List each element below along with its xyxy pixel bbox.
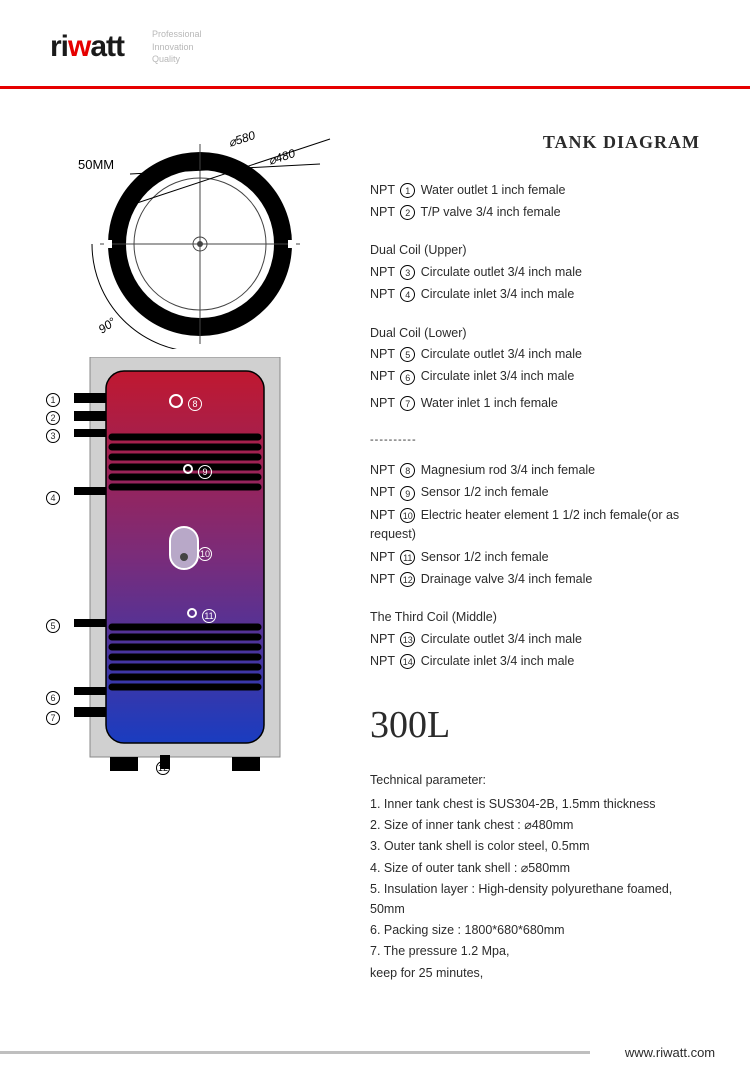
interior-label: 11 <box>202 609 216 623</box>
interior-label: 12 <box>156 761 170 775</box>
interior-label: 9 <box>198 465 212 479</box>
npt-line: NPT 9 Sensor 1/2 inch female <box>370 483 710 502</box>
npt-line: NPT 5 Circulate outlet 3/4 inch male <box>370 345 710 364</box>
tech-param-item: 6. Packing size : 1800*680*680mm <box>370 921 710 940</box>
divider-dashes: ---------- <box>370 432 710 449</box>
npt-line: NPT 2 T/P valve 3/4 inch female <box>370 203 710 222</box>
brand-tagline: Professional Innovation Quality <box>152 28 202 66</box>
outer-dia-label: ⌀580 <box>227 129 258 150</box>
tech-param-item: 5. Insulation layer : High-density polyu… <box>370 880 710 919</box>
group-heading: Dual Coil (Lower) <box>370 324 710 343</box>
port-label: 7 <box>46 711 60 725</box>
content: 50MM ⌀580 ⌀480 90° <box>0 129 750 985</box>
port-label: 6 <box>46 691 60 705</box>
npt-line: NPT 10 Electric heater element 1 1/2 inc… <box>370 506 710 545</box>
port-label: 4 <box>46 491 60 505</box>
npt-line: NPT 14 Circulate inlet 3/4 inch male <box>370 652 710 671</box>
tech-param-item: keep for 25 minutes, <box>370 964 710 983</box>
interior-label: 10 <box>198 547 212 561</box>
tech-params-title: Technical parameter: <box>370 771 710 790</box>
capacity-heading: 300L <box>370 696 710 755</box>
port-label: 1 <box>46 393 60 407</box>
group-heading: The Third Coil (Middle) <box>370 608 710 627</box>
tech-params-list: 1. Inner tank chest is SUS304-2B, 1.5mm … <box>370 795 710 983</box>
port-label: 3 <box>46 429 60 443</box>
npt-line: NPT 1 Water outlet 1 inch female <box>370 181 710 200</box>
tech-param-item: 2. Size of inner tank chest : ⌀480mm <box>370 816 710 835</box>
npt-line: NPT 6 Circulate inlet 3/4 inch male <box>370 367 710 386</box>
npt-line: NPT 8 Magnesium rod 3/4 inch female <box>370 461 710 480</box>
npt-line: NPT 12 Drainage valve 3/4 inch female <box>370 570 710 589</box>
tech-param-item: 1. Inner tank chest is SUS304-2B, 1.5mm … <box>370 795 710 814</box>
npt-line: NPT 13 Circulate outlet 3/4 inch male <box>370 630 710 649</box>
inner-dia-label: ⌀480 <box>267 146 298 168</box>
interior-label: 8 <box>188 397 202 411</box>
npt-line: NPT 11 Sensor 1/2 inch female <box>370 548 710 567</box>
spec-column: TANK DIAGRAM NPT 1 Water outlet 1 inch f… <box>340 129 710 985</box>
port-label: 5 <box>46 619 60 633</box>
footer-url: www.riwatt.com <box>590 1045 750 1060</box>
divider-rule <box>0 86 750 89</box>
port-label: 2 <box>46 411 60 425</box>
insulation-label: 50MM <box>78 157 114 172</box>
footer-rule <box>0 1051 590 1054</box>
brand-logo: riwatt <box>50 30 124 64</box>
npt-line: NPT 7 Water inlet 1 inch female <box>370 394 710 413</box>
tech-param-item: 7. The pressure 1.2 Mpa, <box>370 942 710 961</box>
footer: www.riwatt.com <box>0 1033 750 1071</box>
header: riwatt Professional Innovation Quality <box>0 0 750 86</box>
npt-line: NPT 4 Circulate inlet 3/4 inch male <box>370 285 710 304</box>
tech-param-item: 3. Outer tank shell is color steel, 0.5m… <box>370 837 710 856</box>
tech-param-item: 4. Size of outer tank shell : ⌀580mm <box>370 859 710 878</box>
npt-line: NPT 3 Circulate outlet 3/4 inch male <box>370 263 710 282</box>
page-title: TANK DIAGRAM <box>370 129 710 157</box>
side-view-diagram: 1234567 89101112 <box>60 357 320 792</box>
group-heading: Dual Coil (Upper) <box>370 241 710 260</box>
top-view-diagram: 50MM ⌀580 ⌀480 90° <box>60 129 320 339</box>
diagram-column: 50MM ⌀580 ⌀480 90° <box>40 129 340 985</box>
angle-label: 90° <box>96 314 119 336</box>
